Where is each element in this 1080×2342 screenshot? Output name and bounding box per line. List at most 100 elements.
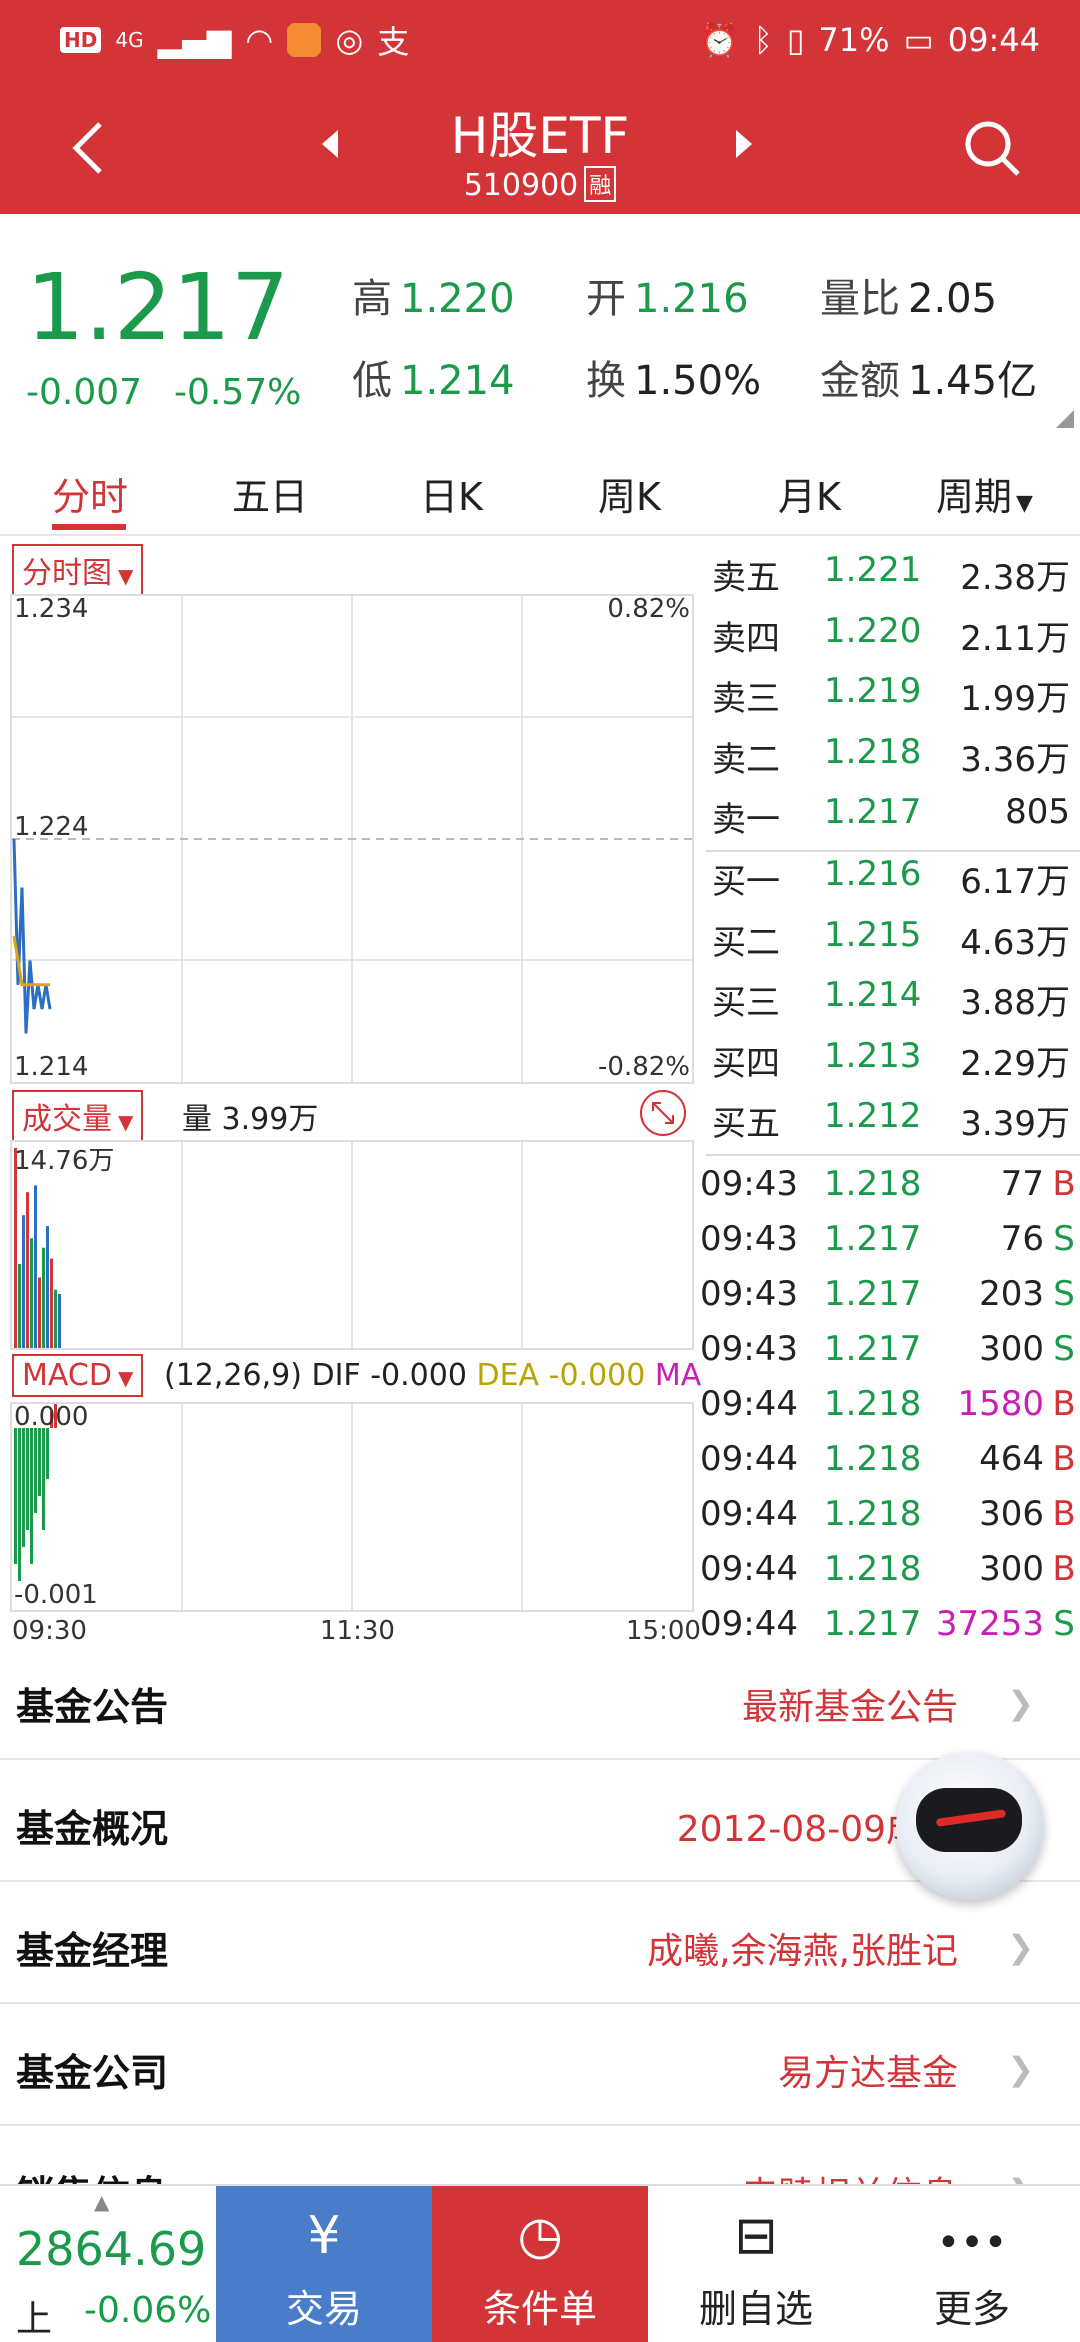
remove-watchlist-label: 删自选: [698, 2287, 813, 2331]
tab-daily-k[interactable]: 日K: [420, 475, 483, 519]
level-label: 卖一: [712, 800, 780, 840]
info-label: 基金经理: [16, 1929, 169, 1973]
tick-volume: 464: [979, 1439, 1044, 1479]
quote-volume-ratio: 量比 2.05: [820, 266, 997, 324]
margin-badge: 融: [584, 166, 617, 202]
app-notification-icon: [287, 23, 322, 57]
level-label: 买一: [712, 862, 780, 902]
tab-five-day[interactable]: 五日: [232, 475, 309, 519]
volume-bar: [34, 1185, 37, 1348]
tick-time: 09:44: [700, 1549, 798, 1589]
high-label: 高: [352, 276, 392, 322]
bid-row[interactable]: 买一 1.216 6.17万: [700, 854, 1070, 914]
tab-monthly-k[interactable]: 月K: [778, 475, 841, 519]
level-volume: 2.29万: [960, 1043, 1070, 1084]
intraday-y-mid: 1.224: [14, 812, 89, 842]
ask-row[interactable]: 卖一 1.217 805: [700, 792, 1070, 852]
index-ticker[interactable]: ▲ 2864.69 上 -0.06%: [0, 2186, 216, 2342]
ask-row[interactable]: 卖三 1.219 1.99万: [700, 671, 1070, 731]
quote-panel: 1.217 -0.007 -0.57% 高 1.220 低 1.214 开 1.216…: [0, 214, 1080, 428]
dropdown-arrow-icon: ▼: [118, 1110, 134, 1134]
level-volume: 805: [1005, 792, 1070, 832]
low-value: 1.214: [400, 358, 515, 404]
x-axis-end: 15:00: [626, 1616, 701, 1646]
info-row-manager[interactable]: 基金经理 成曦,余海燕,张胜记 ❯: [0, 1884, 1080, 2004]
tick-price: 1.217: [824, 1604, 922, 1644]
quote-open: 开 1.216: [586, 266, 749, 324]
tick-time: 09:43: [700, 1164, 798, 1204]
alarm-icon: ⏰: [699, 21, 740, 59]
level-label: 卖五: [712, 558, 780, 598]
info-row-company[interactable]: 基金公司 易方达基金 ❯: [0, 2006, 1080, 2126]
bid-row[interactable]: 买四 1.213 2.29万: [700, 1036, 1070, 1096]
more-label: 更多: [933, 2287, 1010, 2331]
macd-chart[interactable]: 0.000 -0.001: [10, 1402, 694, 1612]
ask-row[interactable]: 卖四 1.220 2.11万: [700, 611, 1070, 671]
level-price: 1.221: [824, 550, 922, 590]
high-value: 1.220: [400, 276, 515, 322]
remove-watchlist-button[interactable]: ⊟ 删自选: [648, 2186, 864, 2342]
wifi-icon: ◠: [245, 21, 274, 59]
next-stock-icon[interactable]: [732, 128, 756, 160]
tick-row: 09:44 1.218 306 B: [700, 1494, 1080, 1549]
intraday-plot: [12, 596, 692, 1082]
tick-volume: 77: [1000, 1164, 1044, 1204]
signal-icon: ▂▄▆: [157, 21, 232, 59]
clock-doc-icon: ◷: [517, 2206, 563, 2266]
tick-row: 09:44 1.218 1580 B: [700, 1384, 1080, 1439]
tick-time: 09:44: [700, 1384, 798, 1424]
tick-row: 09:44 1.217 37253 S: [700, 1604, 1080, 1659]
status-bar: HD 4G ▂▄▆ ◠ ◎ 支 ⏰ ᛒ ▯ 71% ▭ 09:44: [0, 0, 1080, 80]
condition-order-button[interactable]: ◷ 条件单: [432, 2186, 648, 2342]
vol-ratio-value: 2.05: [908, 276, 998, 322]
volume-chart[interactable]: 14.76万: [10, 1140, 694, 1350]
more-button[interactable]: ••• 更多: [864, 2186, 1080, 2342]
ask-row[interactable]: 卖五 1.221 2.38万: [700, 550, 1070, 610]
tick-direction: B: [1052, 1549, 1076, 1589]
assistant-robot-icon[interactable]: [896, 1752, 1044, 1900]
ask-row[interactable]: 卖二 1.218 3.36万: [700, 732, 1070, 792]
macd-dropdown[interactable]: MACD ▼: [12, 1354, 144, 1397]
fullscreen-icon[interactable]: [638, 1088, 688, 1138]
level-price: 1.217: [824, 792, 922, 832]
bid-row[interactable]: 买五 1.212 3.39万: [700, 1096, 1070, 1156]
intraday-chart-dropdown[interactable]: 分时图 ▼: [12, 544, 144, 596]
tick-time: 09:43: [700, 1219, 798, 1259]
price-change-pct: -0.57%: [174, 372, 302, 413]
bottom-bar: ▲ 2864.69 上 -0.06% ¥ 交易 ◷ 条件单 ⊟ 删自选 ••• …: [0, 2184, 1080, 2342]
tick-volume: 76: [1000, 1219, 1044, 1259]
bid-row[interactable]: 买二 1.215 4.63万: [700, 915, 1070, 975]
ma-label: MA: [654, 1358, 702, 1393]
chart-area: 分时图 ▼ 1.234 1.224 1.214 0.82% -0.82% 成交量 ▼…: [0, 536, 701, 1646]
x-axis-mid: 11:30: [320, 1616, 395, 1646]
macd-legend: (12,26,9) DIF -0.000 DEA -0.000 MA: [164, 1358, 701, 1393]
tab-intraday[interactable]: 分时: [52, 475, 129, 519]
quote-high: 高 1.220: [352, 266, 515, 324]
expand-corner-icon[interactable]: [1056, 410, 1074, 428]
tick-volume: 306: [979, 1494, 1044, 1534]
level-label: 买四: [712, 1043, 780, 1084]
bid-row[interactable]: 买三 1.214 3.88万: [700, 975, 1070, 1035]
volume-dropdown-label: 成交量: [22, 1102, 112, 1137]
trade-button[interactable]: ¥ 交易: [216, 2186, 432, 2342]
tab-weekly-k[interactable]: 周K: [598, 475, 661, 519]
level-volume: 3.88万: [960, 983, 1070, 1023]
prev-stock-icon[interactable]: [318, 128, 342, 160]
intraday-chart[interactable]: 1.234 1.224 1.214 0.82% -0.82%: [10, 594, 694, 1084]
tick-price: 1.217: [824, 1274, 922, 1314]
back-arrow-icon[interactable]: [62, 118, 122, 178]
level-label: 买二: [712, 922, 780, 963]
volume-dropdown[interactable]: 成交量 ▼: [12, 1090, 144, 1142]
chart-tabs: 分时 五日 日K 周K 月K 周期 ▼: [0, 424, 1080, 536]
info-row-announcement[interactable]: 基金公告 最新基金公告 ❯: [0, 1640, 1080, 1760]
macd-bar: [42, 1428, 45, 1530]
info-value: 易方达基金: [777, 2053, 958, 2094]
tick-row: 09:43 1.217 300 S: [700, 1329, 1080, 1384]
search-icon[interactable]: [960, 116, 1024, 180]
tick-row: 09:43 1.217 203 S: [700, 1274, 1080, 1329]
avg-price-line: [12, 935, 50, 987]
macd-params: (12,26,9): [164, 1358, 302, 1393]
volume-bar: [26, 1192, 29, 1348]
tab-period[interactable]: 周期 ▼: [936, 466, 1033, 521]
macd-bar: [46, 1428, 49, 1479]
